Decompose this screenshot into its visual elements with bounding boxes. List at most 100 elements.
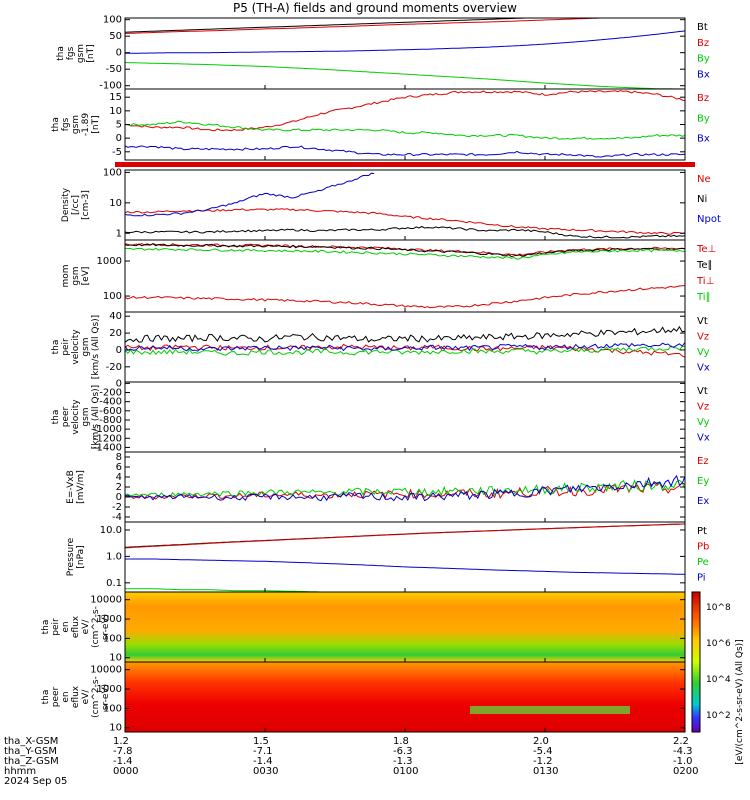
ylabel: [nPa] xyxy=(76,545,86,568)
ytick-label: 0.1 xyxy=(106,578,122,589)
ylabel: gsm xyxy=(81,407,91,426)
ytick-label: 0 xyxy=(116,378,122,389)
ylabel: [cm-3] xyxy=(81,190,91,220)
ytick-label: 15 xyxy=(109,92,122,103)
ylabel: [nT] xyxy=(86,44,96,62)
legend-Ey: Ey xyxy=(697,476,709,487)
legend-By: By xyxy=(697,54,710,65)
xrow-value: 2.0 xyxy=(533,736,549,747)
ytick-label: -200 xyxy=(99,388,122,399)
xrow-name: hhmm xyxy=(4,766,37,777)
ytick-label: -600 xyxy=(99,406,122,417)
ylabel: eflux xyxy=(71,615,81,638)
xrow-value: 1.5 xyxy=(253,736,269,747)
ylabel: Density xyxy=(61,187,71,222)
ytick-label: -4 xyxy=(112,512,122,523)
xrow-name: tha_Y-GSM xyxy=(4,746,58,757)
ytick-label: -1200 xyxy=(93,433,122,444)
series-pressure-Pi xyxy=(125,558,685,575)
ylabel: velocity xyxy=(71,329,81,365)
ytick-label: 1000 xyxy=(97,256,122,267)
ylabel: en xyxy=(61,621,71,632)
ytick-label: 8 xyxy=(116,452,122,463)
series-efield-Ex xyxy=(124,474,686,502)
ylabel: en xyxy=(61,691,71,702)
ytick-label: 1 xyxy=(116,228,122,239)
legend-Bz: Bz xyxy=(697,38,709,49)
ylabel: fgs xyxy=(66,46,76,60)
colorbar-tick: 10^8 xyxy=(706,603,731,613)
legend-By: By xyxy=(697,113,710,124)
ylabel: eV/ xyxy=(81,619,91,635)
ylabel: [/cc] xyxy=(71,195,81,215)
ylabel: gsm xyxy=(81,337,91,356)
legend-Ti∥: Ti∥ xyxy=(696,292,711,303)
xrow-value: -1.4 xyxy=(253,756,273,767)
ylabel: mom xyxy=(61,264,71,287)
series-fgs_gsm-Bx xyxy=(125,30,686,54)
panel-frame-peer_velocity xyxy=(124,381,686,453)
legend-Vt: Vt xyxy=(697,386,708,397)
ylabel: sr-eV) xyxy=(101,614,111,640)
ytick-label: 50 xyxy=(109,31,122,42)
xrow-value: 0130 xyxy=(533,766,559,777)
ytick-label: 5 xyxy=(116,120,122,131)
xrow-value: 0100 xyxy=(393,766,419,777)
series-fgs_gse_detrend-Bx xyxy=(124,145,686,158)
ylabel: peer xyxy=(51,686,61,707)
legend-Bz: Bz xyxy=(697,93,709,104)
ytick-label: 100 xyxy=(103,703,122,714)
ytick-label: -1400 xyxy=(93,442,122,453)
panel-frame-density xyxy=(124,169,686,241)
ylabel: (cm^2-s- xyxy=(91,676,101,718)
panel-frame-fgs_gsm xyxy=(124,17,686,90)
ytick-label: 100 xyxy=(103,15,122,26)
xrow-value: -1.2 xyxy=(533,756,553,767)
series-fgs_gsm-Bt xyxy=(124,17,685,33)
xrow-value: -7.1 xyxy=(253,746,273,757)
xrow-value: -6.3 xyxy=(393,746,413,757)
ylabel: tha xyxy=(41,620,51,635)
xrow-value: 1.8 xyxy=(393,736,409,747)
legend-Vy: Vy xyxy=(697,347,710,358)
ytick-label: 1000 xyxy=(97,684,122,695)
ylabel: peir xyxy=(51,618,61,636)
ytick-label: -5 xyxy=(112,147,122,158)
ylabel: velocity xyxy=(71,399,81,435)
series-fgs_gse_detrend-By xyxy=(124,120,686,140)
ylabel: eV/ xyxy=(81,689,91,705)
ylabel: [nT] xyxy=(91,115,101,133)
heatmap-peer_eflux xyxy=(125,662,685,732)
legend-Pt: Pt xyxy=(697,526,707,537)
ytick-label: -20 xyxy=(106,362,122,373)
xrow-name: tha_Z-GSM xyxy=(4,756,59,767)
ytick-label: 10.0 xyxy=(100,525,122,536)
ytick-label: 10 xyxy=(109,198,122,209)
ylabel: tha xyxy=(41,690,51,705)
xrow-value: -1.3 xyxy=(393,756,413,767)
ylabel: -1.89 xyxy=(81,113,91,137)
series-efield-Ey xyxy=(125,479,686,498)
legend-Bx: Bx xyxy=(697,69,710,80)
legend-Ex: Ex xyxy=(697,496,709,507)
series-density-Ni xyxy=(124,225,686,239)
series-fgs_gsm-By xyxy=(125,62,685,90)
legend-Ti⊥: Ti⊥ xyxy=(696,276,714,287)
series-fgs_gse_detrend-Bz xyxy=(124,90,686,132)
xrow-value: -1.0 xyxy=(673,756,693,767)
series-pressure-Pb xyxy=(124,523,686,549)
ytick-label: 100 xyxy=(103,167,122,178)
ytick-label: 10000 xyxy=(90,665,122,676)
ytick-label: 0 xyxy=(116,345,122,356)
legend-Vz: Vz xyxy=(697,402,709,413)
series-temperature-Ti⊥ xyxy=(124,285,686,309)
series-peir_velocity-Vz xyxy=(124,343,686,358)
colorbar-tick: 10^2 xyxy=(706,711,731,721)
heatmap-band xyxy=(470,706,630,714)
ylabel: peer xyxy=(61,406,71,427)
series-density-Ne xyxy=(124,208,686,235)
ytick-label: 4 xyxy=(116,472,122,483)
ylabel: (cm^2-s- xyxy=(91,606,101,648)
series-temperature-Ti∥ xyxy=(124,247,686,260)
